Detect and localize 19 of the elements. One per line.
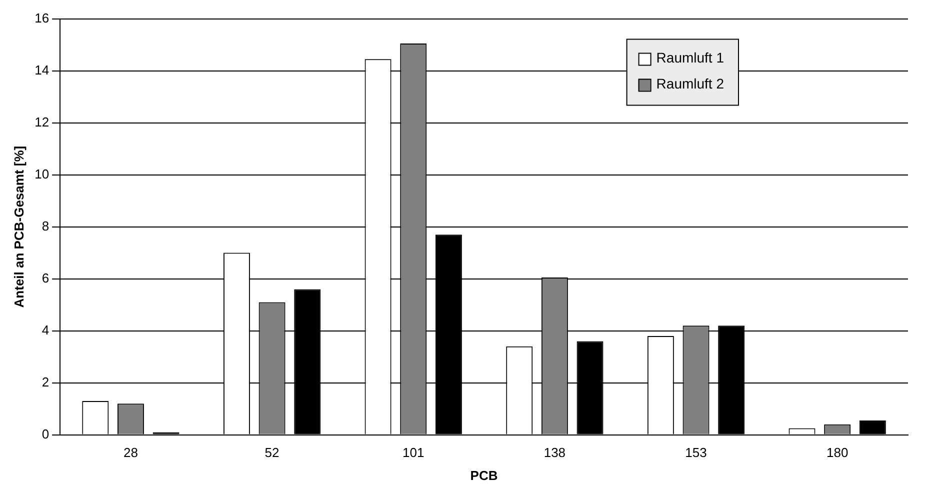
legend-label: Raumluft 1: [656, 50, 724, 66]
x-axis-title: PCB: [470, 468, 498, 483]
y-tick-label: 14: [34, 62, 50, 78]
x-tick-label: 101: [402, 445, 424, 460]
x-tick-label: 138: [544, 445, 566, 460]
x-tick-label: 153: [685, 445, 707, 460]
y-axis-title: Anteil an PCB-Gesamt [%]: [11, 146, 26, 308]
y-tick-label: 6: [42, 270, 50, 286]
x-tick-label: 180: [826, 445, 848, 460]
x-tick-label: 52: [264, 445, 280, 460]
x-tick-label: 28: [123, 445, 138, 460]
y-tick-label: 0: [42, 426, 50, 442]
y-tick-label: 2: [42, 374, 50, 390]
legend-label: Raumluft 2: [656, 76, 724, 92]
y-tick-label: 4: [42, 322, 50, 338]
y-tick-label: 16: [34, 10, 50, 26]
y-tick-label: 12: [34, 114, 50, 130]
y-tick-label: 8: [42, 218, 50, 234]
y-tick-label: 10: [34, 166, 50, 182]
